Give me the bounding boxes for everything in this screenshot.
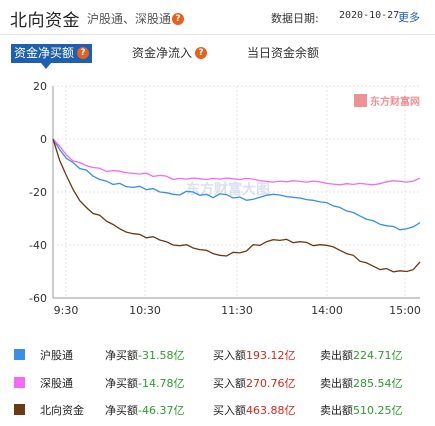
legend-sell: 卖出额285.54亿 xyxy=(320,375,403,391)
legend-row-sgt: 深股通 净买额-14.78亿 买入额270.76亿 卖出额285.54亿 xyxy=(0,375,435,395)
y-tick-label: 20 xyxy=(33,80,47,93)
x-tick-label: 15:00 xyxy=(389,304,421,317)
unit: 亿 xyxy=(284,404,296,417)
watermark: 东方财富网 东方财富大图 xyxy=(186,94,420,198)
sell-label: 卖出额 xyxy=(320,377,353,390)
page-title: 北向资金 xyxy=(10,11,80,31)
tab-net-inflow-label: 资金净流入 xyxy=(132,46,193,60)
x-tick-label: 11:30 xyxy=(221,304,253,317)
watermark-center-text: 东方财富大图 xyxy=(186,181,270,198)
net-label: 净买额 xyxy=(105,404,138,417)
x-tick-label: 14:00 xyxy=(311,304,343,317)
unit: 亿 xyxy=(391,404,403,417)
series-line-hgt xyxy=(52,138,421,231)
chart-lines xyxy=(52,138,421,273)
tab-daily-balance[interactable]: 当日资金余额 xyxy=(247,44,319,63)
legend-sell: 卖出额224.71亿 xyxy=(320,347,403,363)
net-label: 净买额 xyxy=(105,377,138,390)
buy-label: 买入额 xyxy=(213,404,246,417)
net-label: 净买额 xyxy=(105,349,138,362)
tab-daily-balance-label: 当日资金余额 xyxy=(247,46,320,60)
date-value: 2020-10-27 xyxy=(339,10,400,21)
tab-net-buy-label: 资金净买额 xyxy=(14,46,75,60)
header: 北向资金 沪股通、深股通? 数据日期: 2020-10-27 更多 xyxy=(0,0,435,34)
watermark-logo-icon xyxy=(354,94,367,107)
net-value: -31.58 xyxy=(138,349,174,362)
legend-name: 深股通 xyxy=(40,377,73,390)
buy-value: 193.12 xyxy=(246,349,285,362)
subtitle-text: 沪股通、深股通 xyxy=(87,12,172,26)
legend-buy: 买入额193.12亿 xyxy=(213,347,296,363)
legend-net: 净买额-46.37亿 xyxy=(105,402,184,418)
sell-label: 卖出额 xyxy=(320,404,353,417)
y-axis: 20 0 -20 -40 -60 xyxy=(29,80,47,305)
y-tick-label: -40 xyxy=(29,239,47,252)
unit: 亿 xyxy=(173,349,185,362)
header-divider xyxy=(0,34,435,35)
net-value: -46.37 xyxy=(138,404,174,417)
subtitle: 沪股通、深股通? xyxy=(87,10,185,27)
y-tick-label: 0 xyxy=(40,133,47,146)
buy-label: 买入额 xyxy=(213,377,246,390)
unit: 亿 xyxy=(173,404,185,417)
series-line-sgt xyxy=(52,138,421,186)
buy-label: 买入额 xyxy=(213,349,246,362)
x-tick-label: 9:30 xyxy=(54,304,79,317)
sell-label: 卖出额 xyxy=(320,349,353,362)
legend-net: 净买额-14.78亿 xyxy=(105,375,184,391)
tab-net-buy[interactable]: 资金净买额? xyxy=(11,44,93,63)
legend-name: 北向资金 xyxy=(40,404,84,417)
unit: 亿 xyxy=(284,377,296,390)
sell-value: 285.54 xyxy=(353,377,392,390)
date-label: 数据日期: xyxy=(271,12,319,25)
unit: 亿 xyxy=(391,349,403,362)
line-chart: 20 0 -20 -40 -60 9:30 10:30 11:30 14:00 15:00 东方… xyxy=(29,80,421,317)
x-tick-label: 10:30 xyxy=(129,304,161,317)
x-axis: 9:30 10:30 11:30 14:00 15:00 xyxy=(54,304,421,317)
y-tick-label: -60 xyxy=(29,292,47,305)
legend-swatch xyxy=(14,349,25,360)
legend-swatch xyxy=(14,404,25,415)
net-value: -14.78 xyxy=(138,377,174,390)
legend-buy: 买入额270.76亿 xyxy=(213,375,296,391)
unit: 亿 xyxy=(391,377,403,390)
buy-value: 270.76 xyxy=(246,377,285,390)
legend-row-hgt: 沪股通 净买额-31.58亿 买入额193.12亿 卖出额224.71亿 xyxy=(0,347,435,367)
help-icon[interactable]: ? xyxy=(77,46,90,59)
legend-buy: 买入额463.88亿 xyxy=(213,402,296,418)
legend-sell: 卖出额510.25亿 xyxy=(320,402,403,418)
legend-name: 沪股通 xyxy=(40,349,73,362)
more-link[interactable]: 更多 xyxy=(398,11,420,24)
unit: 亿 xyxy=(284,349,296,362)
chart-grid xyxy=(52,85,420,299)
series-line-north xyxy=(52,138,421,273)
legend-net: 净买额-31.58亿 xyxy=(105,347,184,363)
buy-value: 463.88 xyxy=(246,404,285,417)
tab-net-inflow[interactable]: 资金净流入? xyxy=(132,44,208,63)
sell-value: 510.25 xyxy=(353,404,392,417)
legend-swatch xyxy=(14,377,25,388)
legend-row-north: 北向资金 净买额-46.37亿 买入额463.88亿 卖出额510.25亿 xyxy=(0,402,435,422)
help-icon[interactable]: ? xyxy=(195,46,208,59)
y-tick-label: -20 xyxy=(29,186,47,199)
unit: 亿 xyxy=(173,377,185,390)
active-tab-indicator xyxy=(41,63,51,69)
help-icon[interactable]: ? xyxy=(172,12,185,25)
watermark-logo-text: 东方财富网 xyxy=(370,95,420,108)
sell-value: 224.71 xyxy=(353,349,392,362)
